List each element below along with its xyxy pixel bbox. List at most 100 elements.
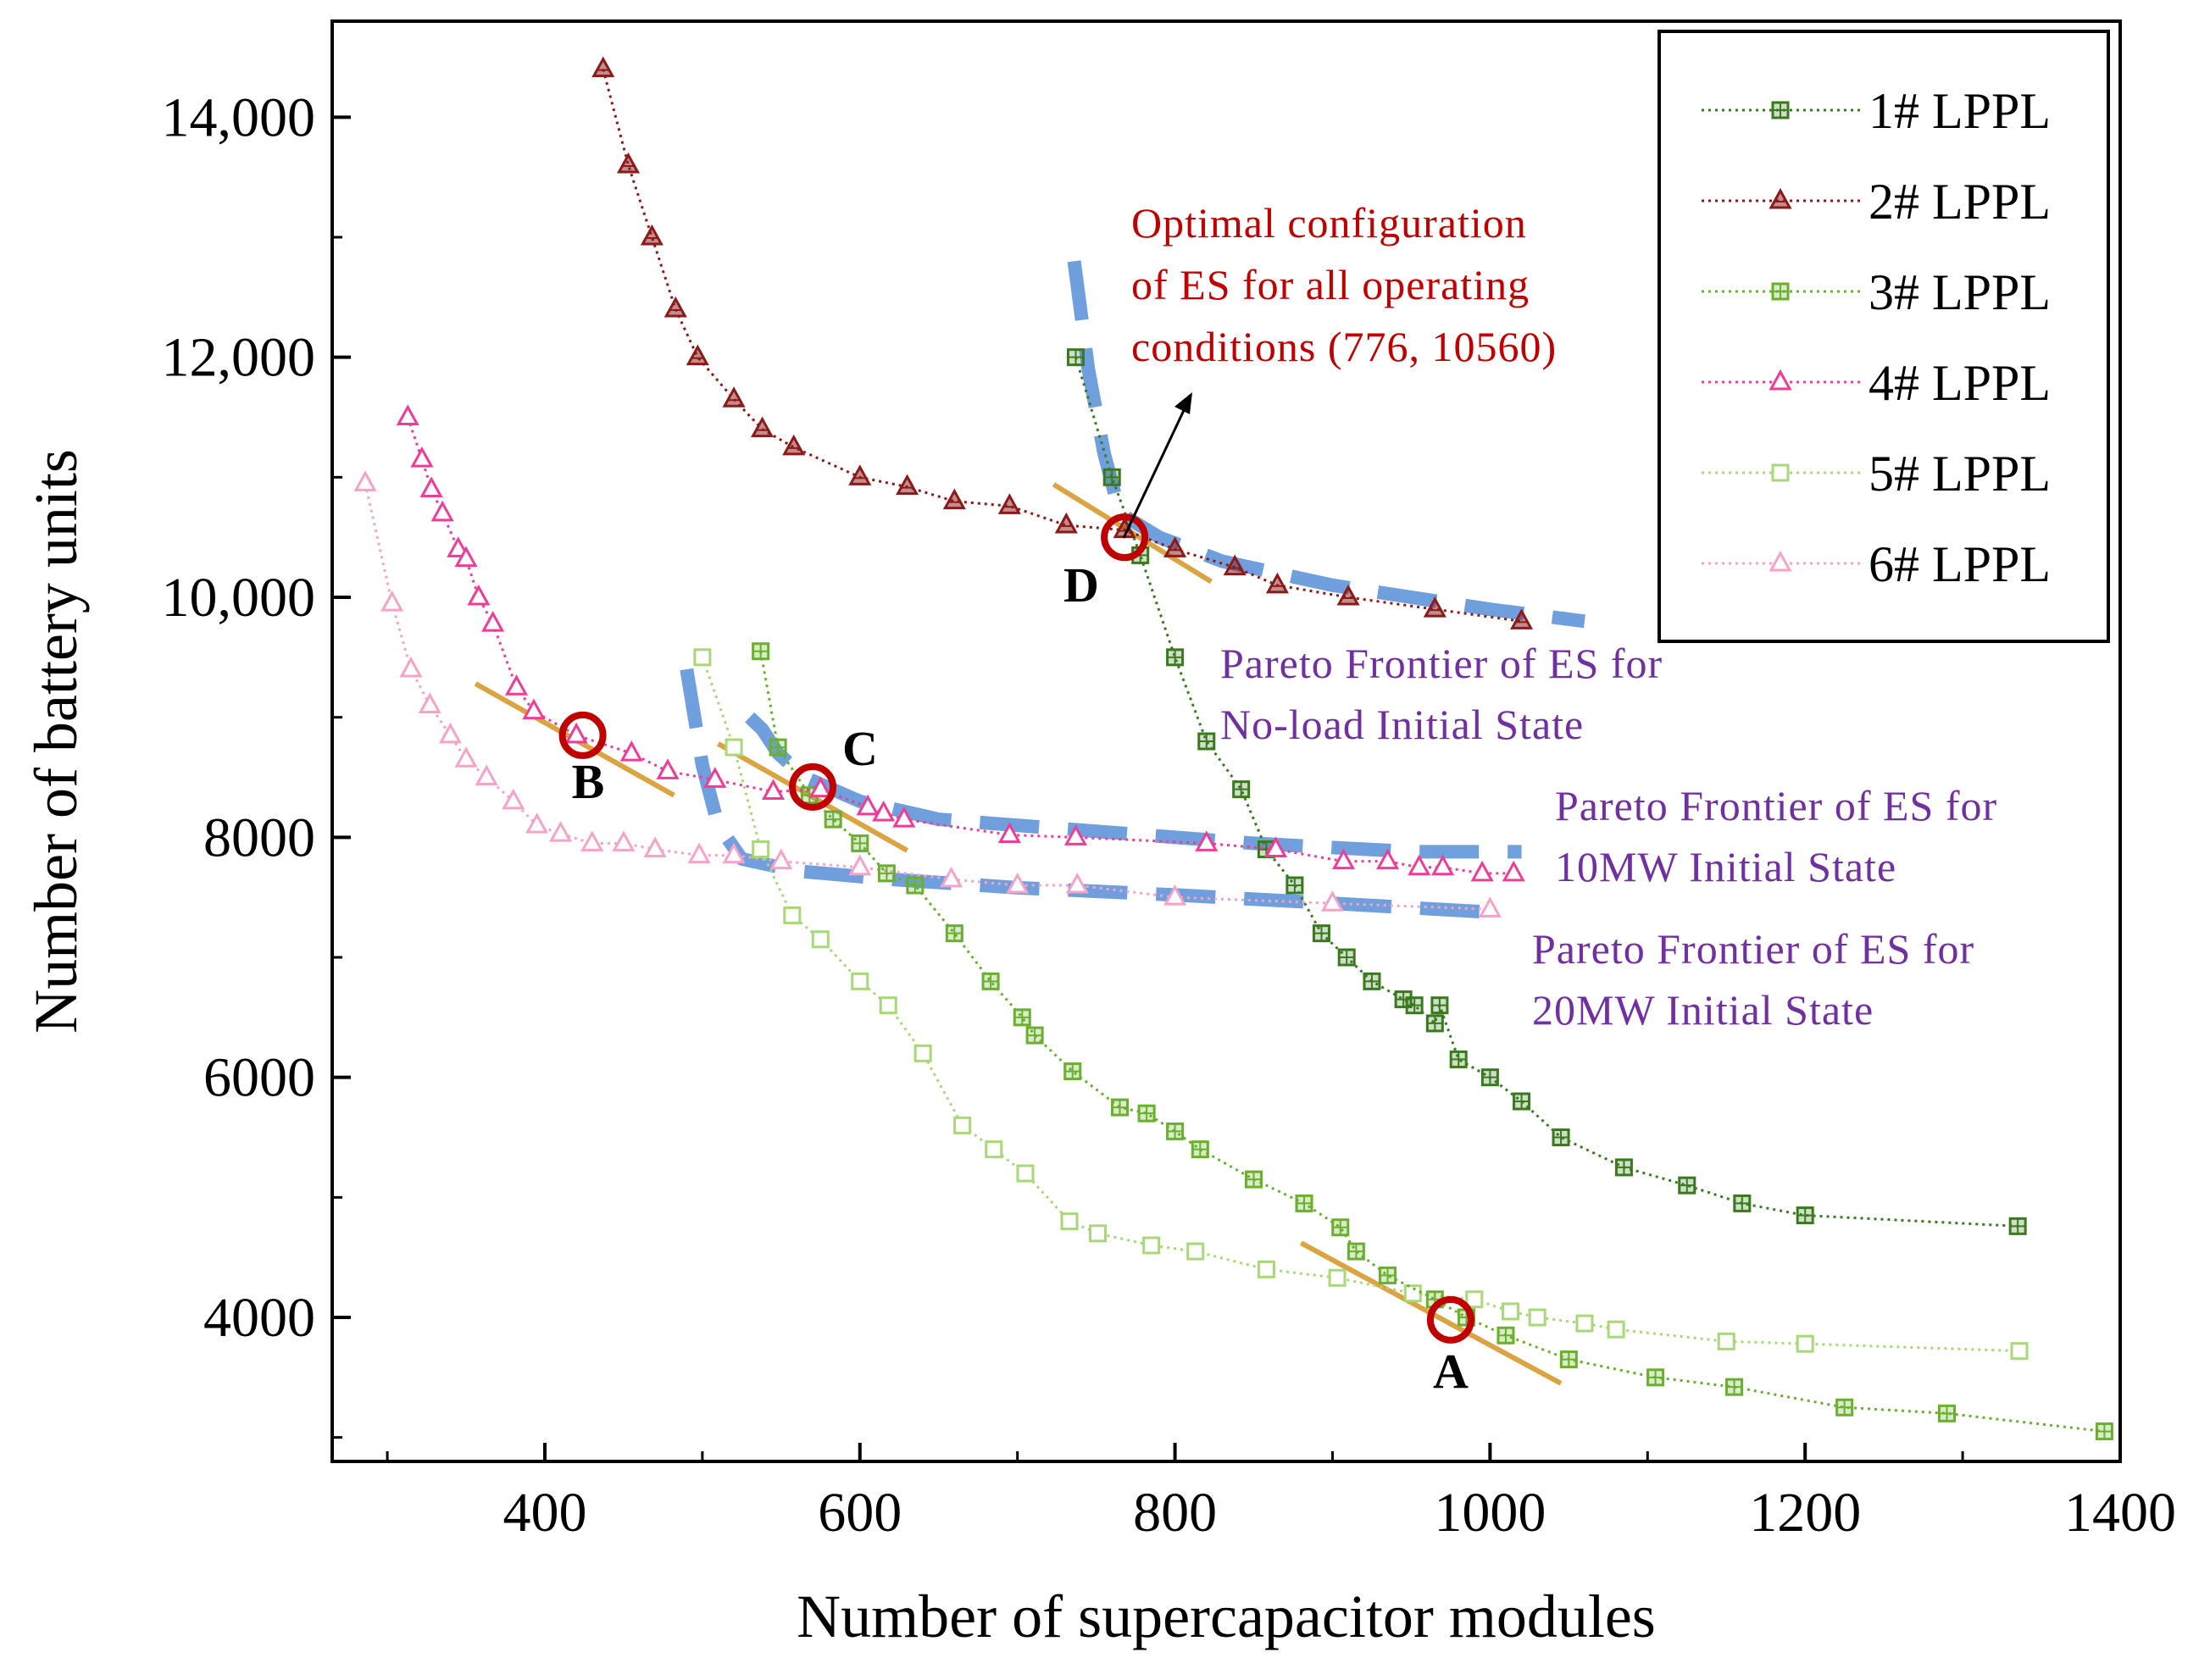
series-1-lppl-point-cross [1482, 1069, 1498, 1085]
y-tick-label-4000: 4000 [203, 1287, 315, 1349]
legend-6-lppl-label: 6# LPPL [1869, 536, 2051, 592]
series-5-lppl-point [1575, 1314, 1594, 1333]
legend-6-lppl: 6# LPPL [1702, 536, 2051, 592]
legend: 1# LPPL 2# LPPL 3# LPPL 4# LPPL 5# LPPL 6# LP… [1658, 30, 2110, 643]
series-5-lppl-point [1257, 1260, 1275, 1278]
series-6-lppl-point [643, 836, 667, 857]
point-label-d: D [1063, 557, 1099, 613]
series-5-lppl-point [985, 1140, 1003, 1159]
x-tick-label-600: 600 [818, 1482, 902, 1544]
series-3-lppl-point-cross [1939, 1406, 1955, 1422]
series-4-lppl-point [504, 674, 529, 696]
series-3-lppl-point-cross [2096, 1423, 2113, 1439]
point-label-b: B [572, 754, 605, 809]
no-load-annotation-line-2: No-load Initial State [1220, 701, 1584, 748]
series-5-lppl-point [953, 1116, 972, 1134]
x-tick-label-1000: 1000 [1434, 1482, 1546, 1544]
series-3-lppl-point-cross [1014, 1009, 1030, 1025]
series-2-lppl-point [722, 386, 746, 408]
y-tick-label-14000: 14,000 [162, 86, 316, 148]
series-3-lppl-point-cross [1246, 1172, 1262, 1188]
legend-2-lppl-point [1769, 187, 1792, 209]
series-5-lppl-point [725, 738, 743, 757]
series-4-lppl-point [481, 611, 505, 632]
series-2-lppl-point [1163, 536, 1187, 557]
series-3-lppl-point-cross [1112, 1100, 1128, 1116]
series-1-lppl-point-cross [1734, 1195, 1750, 1211]
series-5-lppl-point [1502, 1302, 1520, 1321]
series-6-lppl-point [438, 722, 462, 744]
legend-1-lppl: 1# LPPL [1702, 83, 2051, 139]
20mw-annotation-line-1: Pareto Frontier of ES for [1532, 925, 1974, 973]
series-5-lppl-point [2010, 1342, 2029, 1361]
optimal-arrowhead [1174, 392, 1192, 414]
x-axis-title: Number of supercapacitor modules [797, 1583, 1656, 1650]
series-1-lppl-point-cross [1407, 997, 1423, 1013]
x-tick-label-400: 400 [503, 1482, 586, 1544]
series-3-lppl-point-cross [1348, 1244, 1364, 1260]
10mw-annotation: Pareto Frontier of ES for 10MW Initial S… [1555, 782, 1996, 890]
series-1-lppl-point-cross [1313, 925, 1330, 941]
series-1-lppl-point-cross [1431, 997, 1447, 1013]
series-5-lppl-point [1060, 1212, 1079, 1231]
y-axis-title: Number of battery units [22, 449, 90, 1034]
y-tick-label-6000: 6000 [203, 1047, 315, 1109]
series-3-lppl-point-cross [879, 865, 895, 881]
series-5-lppl-point [851, 972, 869, 990]
legend-5-lppl-point [1771, 463, 1790, 482]
series-2-lppl-point [997, 493, 1021, 514]
series-3-lppl-point-cross [770, 740, 786, 756]
series-1-lppl-point-cross [1167, 649, 1183, 665]
legend-5-lppl: 5# LPPL [1702, 446, 2051, 502]
series-3-lppl [752, 642, 2113, 1441]
series-4-lppl-point [997, 822, 1021, 843]
series-4-lppl-point [1264, 836, 1288, 857]
optimal-annotation-line-3: conditions (776, 10560) [1131, 323, 1557, 370]
series-4-lppl-point [454, 546, 478, 568]
series-3-lppl-line [759, 651, 2105, 1433]
series-5-lppl-point [1088, 1224, 1107, 1243]
legend-1-lppl-label: 1# LPPL [1869, 83, 2051, 139]
series-1-lppl-point-cross [1616, 1159, 1632, 1175]
series-4-lppl-point [447, 536, 470, 557]
series-3-lppl-point-cross [1647, 1369, 1663, 1385]
series-5-lppl-point [1717, 1332, 1735, 1350]
series-3-lppl-point-cross [1332, 1219, 1348, 1235]
legend-4-lppl: 4# LPPL [1702, 355, 2051, 411]
series-3-lppl-point-cross [1726, 1379, 1742, 1395]
series-5-lppl-point [1403, 1284, 1422, 1303]
no-load-annotation-line-1: Pareto Frontier of ES for [1220, 640, 1663, 687]
series-2-lppl-point [1265, 572, 1289, 594]
legend-3-lppl-point-cross [1773, 284, 1788, 299]
20mw-annotation-line-2: 20MW Initial State [1532, 986, 1874, 1034]
series-1-lppl-point-cross [1451, 1051, 1467, 1067]
series-5-lppl-point [1016, 1164, 1035, 1183]
series-5-lppl-point [1328, 1268, 1347, 1287]
optimal-arrow [1122, 404, 1188, 539]
series-3-lppl-point-cross [752, 643, 769, 659]
series-3-lppl-point-cross [1297, 1195, 1313, 1211]
series-3-lppl-point-cross [947, 925, 963, 941]
y-tick-label-12000: 12,000 [162, 327, 316, 389]
legend-2-lppl: 2# LPPL [1702, 174, 2051, 230]
series-2-lppl-point [1336, 584, 1360, 606]
series-6-lppl-point [418, 692, 441, 713]
series-4-lppl-point [1470, 860, 1494, 882]
series-3-lppl-point-cross [907, 878, 923, 893]
series-1-lppl-point-cross [1553, 1129, 1569, 1145]
legend-1-lppl-point-cross [1773, 103, 1788, 118]
series-6-lppl-point [1478, 896, 1502, 918]
series-1-lppl-point-cross [1396, 991, 1412, 1007]
legend-4-lppl-point [1769, 369, 1792, 391]
series-4-lppl-point [396, 404, 419, 425]
series-4-lppl [396, 404, 1525, 882]
series-6-lppl-point [687, 842, 711, 864]
series-4-lppl-point [1063, 824, 1087, 846]
legend-6-lppl-point [1769, 550, 1792, 572]
series-6-lppl-point [940, 866, 963, 888]
series-5-lppl-point [752, 840, 770, 858]
series-5-lppl-point [913, 1044, 932, 1062]
series-3-lppl-point-cross [1497, 1328, 1513, 1344]
20mw-annotation: Pareto Frontier of ES for 20MW Initial S… [1532, 925, 1974, 1034]
series-2-lppl-point [896, 474, 919, 496]
